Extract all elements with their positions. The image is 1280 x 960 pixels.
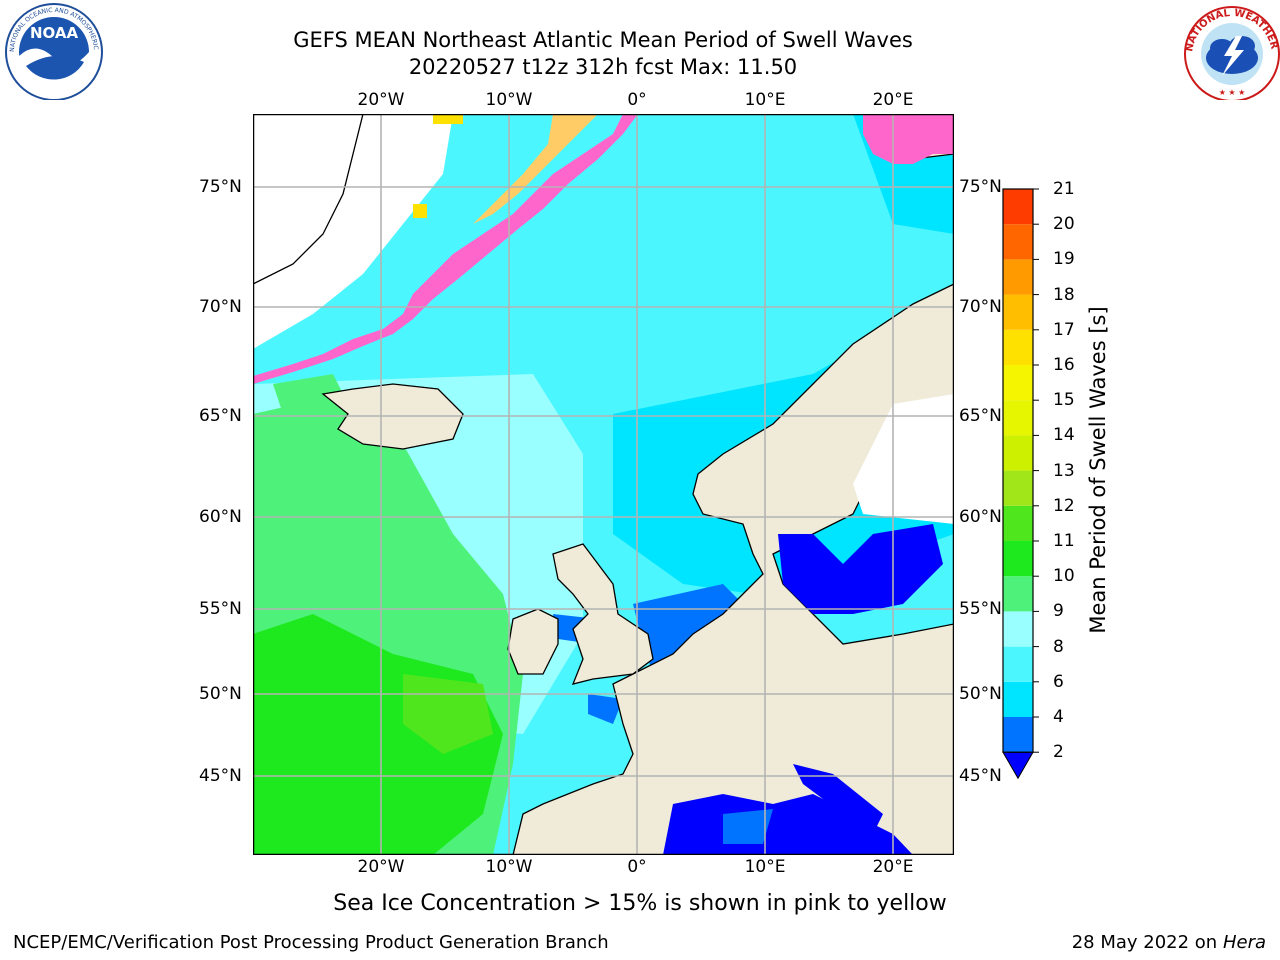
baltic-swell-under-2 bbox=[778, 524, 943, 614]
land-masses bbox=[253, 114, 954, 855]
colorbar-bin bbox=[1003, 541, 1033, 577]
colorbar-bin bbox=[1003, 189, 1033, 225]
colorbar-tick-label: 15 bbox=[1053, 390, 1075, 411]
colorbar-extend-arrow bbox=[1002, 751, 1034, 780]
atlantic-swell-10-11 bbox=[253, 614, 503, 855]
colorbar-bin bbox=[1003, 259, 1033, 295]
colorbar-tick-label: 18 bbox=[1053, 284, 1075, 305]
svg-text:★ ★ ★: ★ ★ ★ bbox=[1219, 88, 1246, 97]
lat-label-left: 50°N bbox=[199, 684, 242, 704]
lat-label-left: 70°N bbox=[199, 297, 242, 317]
channel-swell-2-4 bbox=[633, 584, 753, 674]
colorbar-bin bbox=[1003, 400, 1033, 436]
chart-subtitle: 20220527 t12z 312h fcst Max: 11.50 bbox=[408, 55, 798, 79]
colorbar-tick-label: 10 bbox=[1053, 566, 1075, 587]
colorbar-tick-label: 14 bbox=[1053, 425, 1075, 446]
greenland-ice bbox=[253, 114, 453, 349]
colorbar-tick-label: 4 bbox=[1053, 707, 1064, 727]
colorbar-bin bbox=[1003, 611, 1033, 647]
run-date-credit: 28 May 2022 on Hera bbox=[1072, 932, 1266, 953]
nws-logo: NATIONAL WEATHER SERVICE ★ ★ ★ bbox=[1176, 0, 1280, 100]
colorbar-bin bbox=[1003, 470, 1033, 506]
colorbar-tick-label: 20 bbox=[1053, 214, 1075, 235]
host-name: Hera bbox=[1222, 932, 1266, 953]
run-date: 28 May 2022 on bbox=[1071, 932, 1218, 953]
colorbar-bin bbox=[1003, 717, 1033, 753]
colorbar bbox=[1002, 188, 1039, 780]
lat-label-left: 55°N bbox=[199, 599, 242, 619]
colorbar-tick-label: 9 bbox=[1053, 601, 1064, 622]
lat-label-right: 65°N bbox=[959, 406, 1002, 426]
colorbar-tick-label: 21 bbox=[1053, 179, 1075, 199]
colorbar-tick-label: 13 bbox=[1053, 460, 1075, 481]
lat-label-left: 60°N bbox=[199, 507, 242, 527]
sea-ice-edge bbox=[253, 114, 954, 384]
lon-label-bottom: 10°W bbox=[485, 857, 533, 877]
colorbar-tick-label: 11 bbox=[1053, 531, 1075, 551]
map-graticule bbox=[253, 114, 954, 855]
lon-label-top: 10°W bbox=[485, 90, 533, 110]
colorbar-bin bbox=[1003, 365, 1033, 401]
lon-label-top: 0° bbox=[627, 90, 647, 110]
sea-ice-footnote: Sea Ice Concentration > 15% is shown in … bbox=[333, 891, 947, 916]
colorbar-bin bbox=[1003, 646, 1033, 682]
colorbar-label: Mean Period of Swell Waves [s] bbox=[1086, 306, 1110, 634]
colorbar-tick-label: 12 bbox=[1053, 495, 1075, 516]
colorbar-bin bbox=[1003, 681, 1033, 717]
colorbar-bin bbox=[1003, 224, 1033, 260]
colorbar-bin bbox=[1003, 576, 1033, 612]
lon-label-bottom: 10°E bbox=[744, 857, 786, 877]
lon-label-top: 20°E bbox=[872, 90, 914, 110]
lon-label-bottom: 0° bbox=[627, 857, 647, 877]
lat-label-left: 75°N bbox=[199, 177, 242, 197]
svg-text:NOAA: NOAA bbox=[30, 24, 79, 42]
lat-label-left: 65°N bbox=[199, 406, 242, 426]
colorbar-bin bbox=[1003, 294, 1033, 330]
chart-title: GEFS MEAN Northeast Atlantic Mean Period… bbox=[293, 28, 913, 52]
gulf-of-bothnia bbox=[853, 394, 954, 524]
lat-label-right: 45°N bbox=[959, 766, 1002, 786]
lat-label-right: 50°N bbox=[959, 684, 1002, 704]
colorbar-tick-label: 6 bbox=[1053, 671, 1064, 692]
colorbar-tick-label: 17 bbox=[1053, 319, 1075, 340]
noaa-logo: NATIONAL OCEANIC AND ATMOSPHERIC ADMINIS… bbox=[0, 0, 103, 100]
colorbar-bin bbox=[1003, 435, 1033, 471]
lon-label-top: 20°W bbox=[357, 90, 405, 110]
colorbar-tick-label: 2 bbox=[1053, 742, 1064, 763]
lat-label-right: 60°N bbox=[959, 507, 1002, 527]
colorbar-tick-label: 19 bbox=[1053, 249, 1075, 270]
lon-label-bottom: 20°W bbox=[357, 857, 405, 877]
swell-period-map bbox=[253, 114, 954, 855]
colorbar-bin bbox=[1003, 329, 1033, 365]
colorbar-tick-label: 8 bbox=[1053, 636, 1064, 657]
lat-label-right: 75°N bbox=[959, 177, 1002, 197]
lat-label-right: 70°N bbox=[959, 297, 1002, 317]
lat-label-right: 55°N bbox=[959, 599, 1002, 619]
lon-label-top: 10°E bbox=[744, 90, 786, 110]
colorbar-bin bbox=[1003, 505, 1033, 541]
producer-credit: NCEP/EMC/Verification Post Processing Pr… bbox=[13, 932, 609, 953]
colorbar-tick-label: 16 bbox=[1053, 355, 1075, 375]
europe-land bbox=[512, 283, 954, 855]
lat-label-left: 45°N bbox=[199, 766, 242, 786]
great-britain-land bbox=[552, 543, 654, 685]
map-frame bbox=[253, 114, 954, 855]
lon-label-bottom: 20°E bbox=[872, 857, 914, 877]
